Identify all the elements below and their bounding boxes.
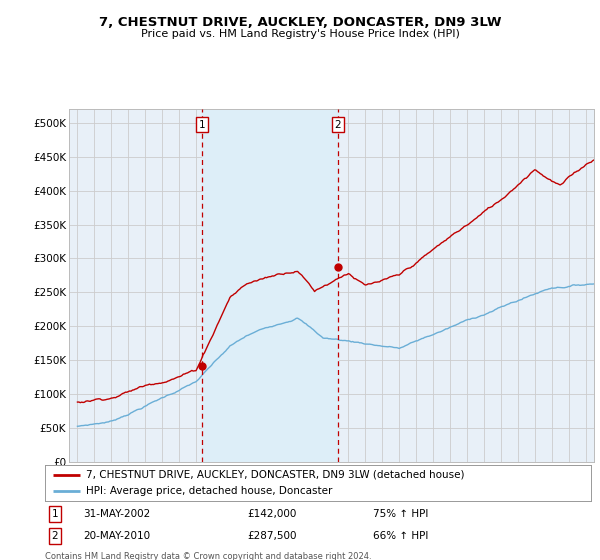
Text: HPI: Average price, detached house, Doncaster: HPI: Average price, detached house, Donc…: [86, 487, 332, 496]
Text: 1: 1: [52, 508, 58, 519]
Text: 31-MAY-2002: 31-MAY-2002: [83, 508, 151, 519]
Text: 20-MAY-2010: 20-MAY-2010: [83, 531, 151, 541]
Text: £142,000: £142,000: [247, 508, 296, 519]
Text: 2: 2: [334, 120, 341, 130]
Text: 7, CHESTNUT DRIVE, AUCKLEY, DONCASTER, DN9 3LW (detached house): 7, CHESTNUT DRIVE, AUCKLEY, DONCASTER, D…: [86, 470, 464, 479]
Text: Price paid vs. HM Land Registry's House Price Index (HPI): Price paid vs. HM Land Registry's House …: [140, 29, 460, 39]
Text: 66% ↑ HPI: 66% ↑ HPI: [373, 531, 428, 541]
Text: 1: 1: [199, 120, 206, 130]
Text: 7, CHESTNUT DRIVE, AUCKLEY, DONCASTER, DN9 3LW: 7, CHESTNUT DRIVE, AUCKLEY, DONCASTER, D…: [99, 16, 501, 29]
Text: 75% ↑ HPI: 75% ↑ HPI: [373, 508, 428, 519]
Bar: [202, 109, 338, 462]
Text: £287,500: £287,500: [247, 531, 296, 541]
Text: 2: 2: [52, 531, 58, 541]
Text: Contains HM Land Registry data © Crown copyright and database right 2024.
This d: Contains HM Land Registry data © Crown c…: [45, 552, 371, 560]
